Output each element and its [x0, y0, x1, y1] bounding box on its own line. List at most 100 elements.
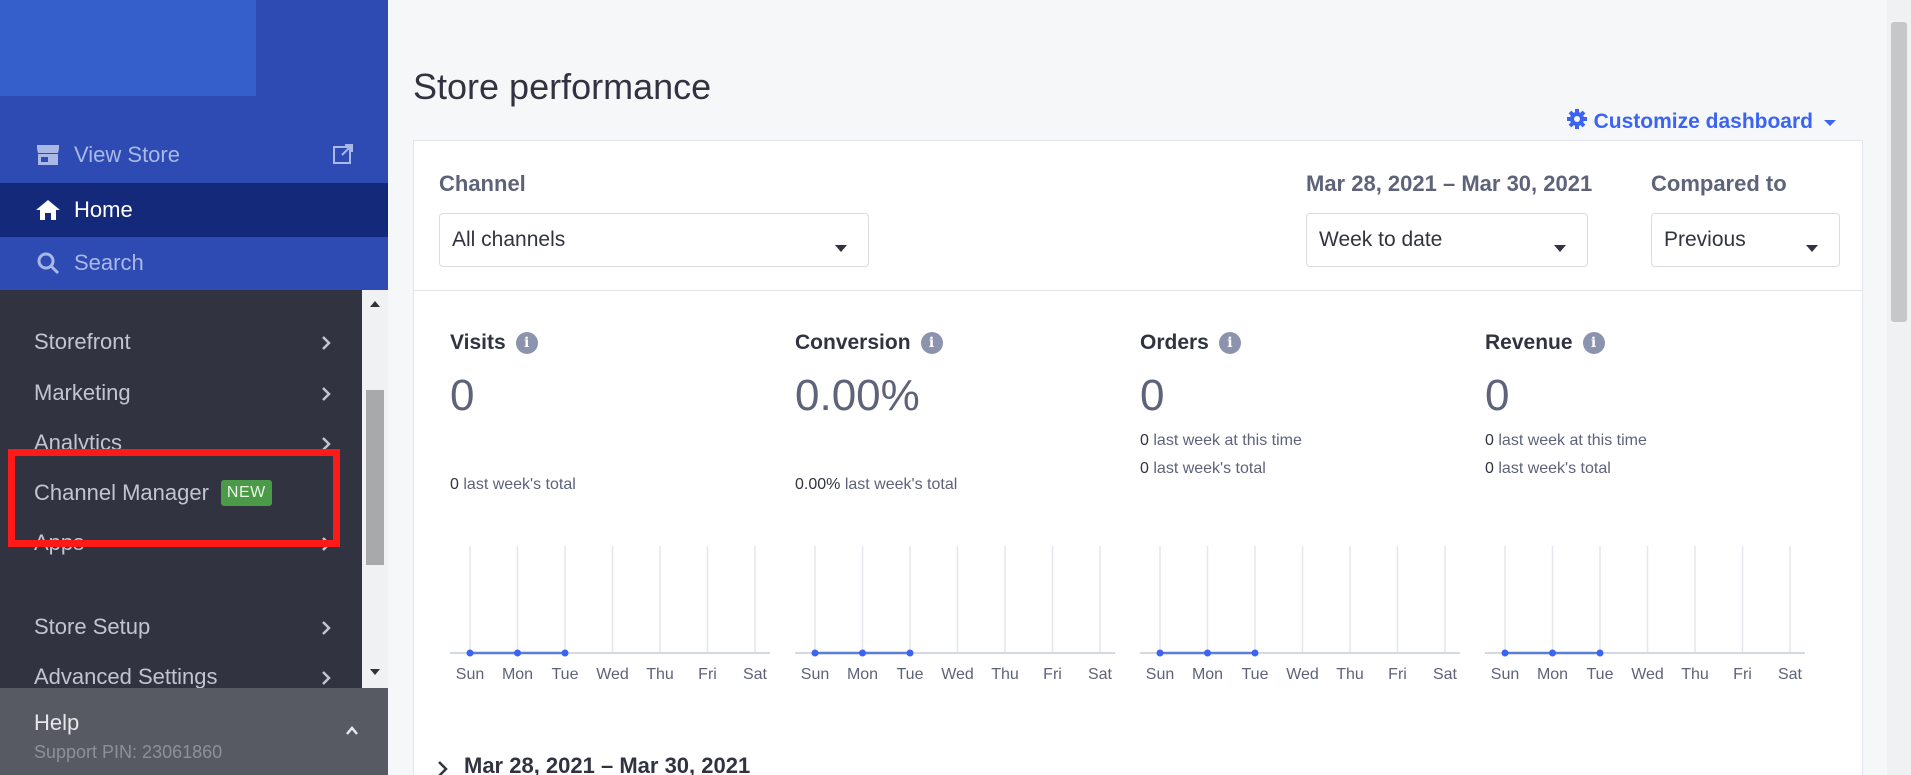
metric-value: 0	[1485, 371, 1510, 420]
this-time-value: 0	[1140, 432, 1149, 449]
sidebar-header: View Store Home Search	[0, 0, 388, 290]
tick-label-tue: Tue	[1242, 666, 1269, 683]
data-point-tue[interactable]	[561, 649, 569, 657]
metric-conversion: Conversion i 0.00% 0.00% last week's tota…	[795, 331, 1125, 499]
prev-total-value: 0.00%	[795, 476, 841, 493]
sidebar-item-storefront[interactable]: Storefront	[0, 320, 362, 364]
tick-label-sun: Sun	[456, 666, 484, 683]
prev-total-label: last week's total	[844, 476, 958, 493]
channel-select-value: All channels	[452, 228, 566, 251]
this-time-label: last week at this time	[1153, 432, 1302, 449]
compared-to-select-value: Previous	[1664, 228, 1746, 251]
gear-icon	[1566, 108, 1588, 136]
support-pin: Support PIN: 23061860	[34, 742, 223, 762]
this-time-value: 0	[1485, 432, 1494, 449]
sidebar-item-label: Marketing	[34, 380, 131, 405]
channel-select[interactable]: All channels	[439, 213, 869, 267]
metric-revenue: Revenue i 0 0 last week at this time 0 la…	[1485, 331, 1815, 483]
metric-title: Conversion	[795, 331, 911, 354]
tick-label-wed: Wed	[1631, 666, 1664, 683]
customize-dashboard-button[interactable]: Customize dashboard	[1566, 108, 1837, 136]
tick-label-thu: Thu	[646, 666, 674, 683]
data-point-mon[interactable]	[859, 649, 866, 657]
compared-to-label: Compared to	[1651, 171, 1787, 196]
data-point-mon[interactable]	[1549, 649, 1556, 657]
date-range-section-title[interactable]: Mar 28, 2021 – Mar 30, 2021	[464, 753, 751, 775]
metric-title: Revenue	[1485, 331, 1573, 354]
metric-visits: Visits i 0 0 last week's total	[450, 331, 780, 499]
info-icon[interactable]: i	[515, 332, 538, 354]
tick-label-tue: Tue	[1587, 666, 1614, 683]
data-point-sun[interactable]	[1501, 649, 1509, 657]
sidebar-item-channel-manager[interactable]: Channel Manager NEW	[0, 471, 362, 515]
this-time-label: last week at this time	[1498, 432, 1647, 449]
metric-value: 0	[1140, 371, 1165, 420]
sidebar-item-search[interactable]: Search	[0, 236, 388, 290]
data-point-tue[interactable]	[1596, 649, 1604, 657]
compared-to-select[interactable]: Previous	[1651, 213, 1840, 267]
prev-total-value: 0	[1485, 460, 1494, 477]
tick-label-tue: Tue	[552, 666, 579, 683]
sidebar-scroll-thumb[interactable]	[366, 390, 384, 565]
data-point-sun[interactable]	[1156, 649, 1164, 657]
prev-total-label: last week's total	[463, 476, 576, 493]
data-point-sun[interactable]	[466, 649, 474, 657]
performance-card: Channel All channels Mar 28, 2021 – Mar …	[413, 140, 1863, 775]
caret-down-icon	[834, 236, 848, 260]
filters-bar: Channel All channels Mar 28, 2021 – Mar …	[414, 141, 1862, 291]
sidebar-item-marketing[interactable]: Marketing	[0, 371, 362, 415]
sidebar-item-home[interactable]: Home	[0, 183, 388, 237]
tick-label-wed: Wed	[941, 666, 974, 683]
chevron-up-icon[interactable]	[344, 724, 360, 742]
home-icon	[34, 196, 62, 224]
tick-label-tue: Tue	[897, 666, 924, 683]
data-point-tue[interactable]	[1251, 649, 1259, 657]
tick-label-sat: Sat	[1778, 666, 1803, 683]
prev-total-value: 0	[1140, 460, 1149, 477]
tick-label-mon: Mon	[502, 666, 533, 683]
tick-label-fri: Fri	[1388, 666, 1407, 683]
conversion-chart: Sun Mon Tue Wed Thu Fri Sat	[795, 546, 1115, 683]
caret-down-icon	[1805, 236, 1819, 260]
metric-title: Visits	[450, 331, 506, 354]
view-store-link[interactable]: View Store	[0, 128, 388, 182]
tick-label-thu: Thu	[991, 666, 1019, 683]
sidebar-item-advanced-settings[interactable]: Advanced Settings	[0, 655, 362, 688]
external-link-icon[interactable]	[332, 143, 354, 171]
sidebar-scrollbar[interactable]	[362, 290, 388, 688]
tick-label-thu: Thu	[1336, 666, 1364, 683]
tick-label-fri: Fri	[698, 666, 717, 683]
page-scrollbar[interactable]	[1887, 0, 1911, 775]
date-range-select[interactable]: Week to date	[1306, 213, 1588, 267]
page-scroll-thumb[interactable]	[1891, 22, 1907, 322]
data-point-mon[interactable]	[1204, 649, 1211, 657]
data-point-mon[interactable]	[514, 649, 521, 657]
info-icon[interactable]: i	[1582, 332, 1605, 354]
info-icon[interactable]: i	[1218, 332, 1241, 354]
data-point-tue[interactable]	[906, 649, 914, 657]
date-range-select-value: Week to date	[1319, 228, 1443, 251]
chevron-right-icon[interactable]	[436, 759, 450, 775]
data-point-sun[interactable]	[811, 649, 819, 657]
help-panel[interactable]: Help Support PIN: 23061860	[0, 688, 388, 775]
scroll-down-icon[interactable]	[368, 664, 382, 682]
info-icon[interactable]: i	[920, 332, 943, 354]
tick-label-wed: Wed	[596, 666, 629, 683]
main-content: Store performance Customize dashboard Ch…	[388, 0, 1887, 775]
store-logo[interactable]	[0, 0, 256, 96]
scroll-up-icon[interactable]	[368, 296, 382, 314]
metric-title: Orders	[1140, 331, 1209, 354]
tick-label-mon: Mon	[847, 666, 878, 683]
sidebar: View Store Home Search Storefront Market…	[0, 0, 388, 775]
tick-label-sat: Sat	[1088, 666, 1113, 683]
highlight-box	[8, 449, 340, 547]
search-label: Search	[74, 250, 144, 275]
sidebar-item-store-setup[interactable]: Store Setup	[0, 605, 362, 649]
caret-down-icon	[1823, 110, 1837, 134]
tick-label-sun: Sun	[1491, 666, 1519, 683]
channel-label: Channel	[439, 171, 526, 196]
metric-value: 0	[450, 371, 475, 420]
metric-value: 0.00%	[795, 371, 920, 420]
metric-comparison: 0 last week at this time 0 last week's t…	[1485, 427, 1815, 483]
metric-orders: Orders i 0 0 last week at this time 0 las…	[1140, 331, 1470, 483]
